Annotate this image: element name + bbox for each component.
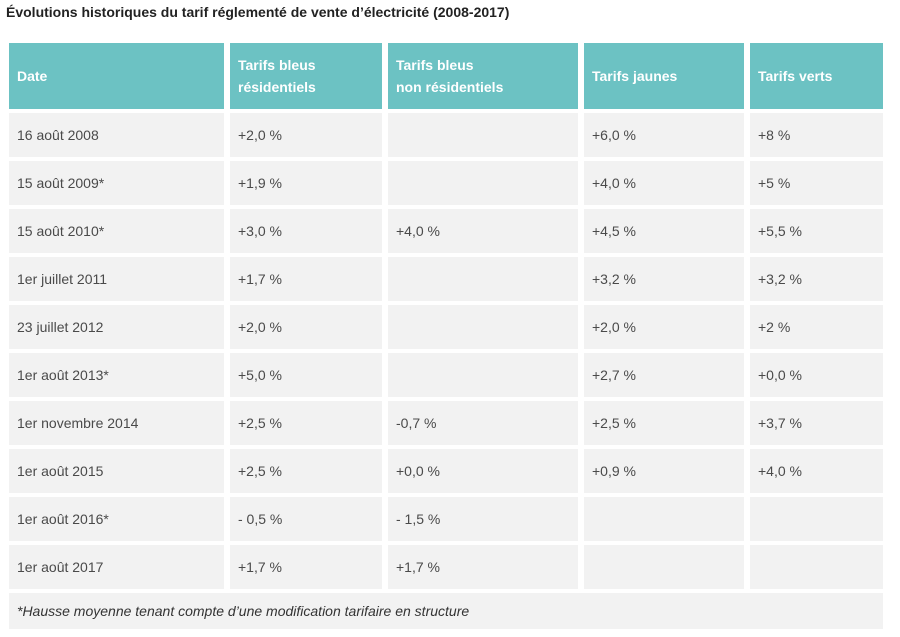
cell-verts: +3,7 % [750, 401, 883, 445]
table-row: 23 juillet 2012 +2,0 % +2,0 % +2 % [9, 305, 883, 349]
cell-bleus-residentiels: +2,0 % [230, 113, 382, 157]
cell-bleus-residentiels: +1,7 % [230, 257, 382, 301]
cell-jaunes: +2,5 % [584, 401, 744, 445]
cell-verts: +2 % [750, 305, 883, 349]
cell-bleus-residentiels: +2,5 % [230, 449, 382, 493]
table-row: 1er août 2016* - 0,5 % - 1,5 % [9, 497, 883, 541]
cell-bleus-non-residentiels [388, 257, 578, 301]
table-row: 15 août 2009* +1,9 % +4,0 % +5 % [9, 161, 883, 205]
table-row: 16 août 2008 +2,0 % +6,0 % +8 % [9, 113, 883, 157]
header-tarifs-bleus-non-residentiels: Tarifs bleus non résidentiels [388, 43, 578, 109]
cell-date: 1er novembre 2014 [9, 401, 224, 445]
cell-bleus-non-residentiels: +4,0 % [388, 209, 578, 253]
cell-bleus-non-residentiels [388, 113, 578, 157]
cell-bleus-non-residentiels: - 1,5 % [388, 497, 578, 541]
page-title: Évolutions historiques du tarif réglemen… [6, 4, 510, 20]
footnote: *Hausse moyenne tenant compte d’une modi… [9, 593, 883, 629]
table-row: 1er août 2013* +5,0 % +2,7 % +0,0 % [9, 353, 883, 397]
cell-verts: +4,0 % [750, 449, 883, 493]
cell-date: 1er août 2015 [9, 449, 224, 493]
cell-bleus-residentiels: +5,0 % [230, 353, 382, 397]
cell-date: 1er août 2013* [9, 353, 224, 397]
cell-verts: +5,5 % [750, 209, 883, 253]
table-row: 1er août 2015 +2,5 % +0,0 % +0,9 % +4,0 … [9, 449, 883, 493]
cell-jaunes: +2,0 % [584, 305, 744, 349]
cell-jaunes: +0,9 % [584, 449, 744, 493]
cell-bleus-non-residentiels: +0,0 % [388, 449, 578, 493]
tariff-table: Date Tarifs bleus résidentiels Tarifs ble… [3, 39, 889, 633]
cell-date: 1er août 2017 [9, 545, 224, 589]
cell-bleus-residentiels: +1,7 % [230, 545, 382, 589]
cell-bleus-residentiels: +2,5 % [230, 401, 382, 445]
header-tarifs-verts: Tarifs verts [750, 43, 883, 109]
table-row: 1er novembre 2014 +2,5 % -0,7 % +2,5 % +… [9, 401, 883, 445]
header-tarifs-bleus-residentiels: Tarifs bleus résidentiels [230, 43, 382, 109]
cell-date: 1er juillet 2011 [9, 257, 224, 301]
header-tarifs-jaunes: Tarifs jaunes [584, 43, 744, 109]
cell-verts: +3,2 % [750, 257, 883, 301]
cell-jaunes: +4,0 % [584, 161, 744, 205]
cell-bleus-non-residentiels: -0,7 % [388, 401, 578, 445]
footnote-row: *Hausse moyenne tenant compte d’une modi… [9, 593, 883, 629]
cell-jaunes [584, 545, 744, 589]
table-header-row: Date Tarifs bleus résidentiels Tarifs ble… [9, 43, 883, 109]
cell-bleus-residentiels: +3,0 % [230, 209, 382, 253]
cell-verts: +5 % [750, 161, 883, 205]
table-row: 1er août 2017 +1,7 % +1,7 % [9, 545, 883, 589]
cell-date: 15 août 2010* [9, 209, 224, 253]
table-row: 1er juillet 2011 +1,7 % +3,2 % +3,2 % [9, 257, 883, 301]
cell-bleus-residentiels: - 0,5 % [230, 497, 382, 541]
cell-bleus-residentiels: +2,0 % [230, 305, 382, 349]
cell-jaunes [584, 497, 744, 541]
header-date: Date [9, 43, 224, 109]
cell-bleus-non-residentiels [388, 161, 578, 205]
cell-date: 1er août 2016* [9, 497, 224, 541]
cell-verts: +8 % [750, 113, 883, 157]
table-row: 15 août 2010* +3,0 % +4,0 % +4,5 % +5,5 … [9, 209, 883, 253]
cell-verts: +0,0 % [750, 353, 883, 397]
cell-bleus-non-residentiels: +1,7 % [388, 545, 578, 589]
cell-date: 16 août 2008 [9, 113, 224, 157]
cell-date: 23 juillet 2012 [9, 305, 224, 349]
cell-bleus-non-residentiels [388, 305, 578, 349]
cell-bleus-non-residentiels [388, 353, 578, 397]
cell-jaunes: +6,0 % [584, 113, 744, 157]
cell-verts [750, 497, 883, 541]
cell-jaunes: +3,2 % [584, 257, 744, 301]
cell-date: 15 août 2009* [9, 161, 224, 205]
cell-jaunes: +4,5 % [584, 209, 744, 253]
cell-jaunes: +2,7 % [584, 353, 744, 397]
cell-bleus-residentiels: +1,9 % [230, 161, 382, 205]
cell-verts [750, 545, 883, 589]
